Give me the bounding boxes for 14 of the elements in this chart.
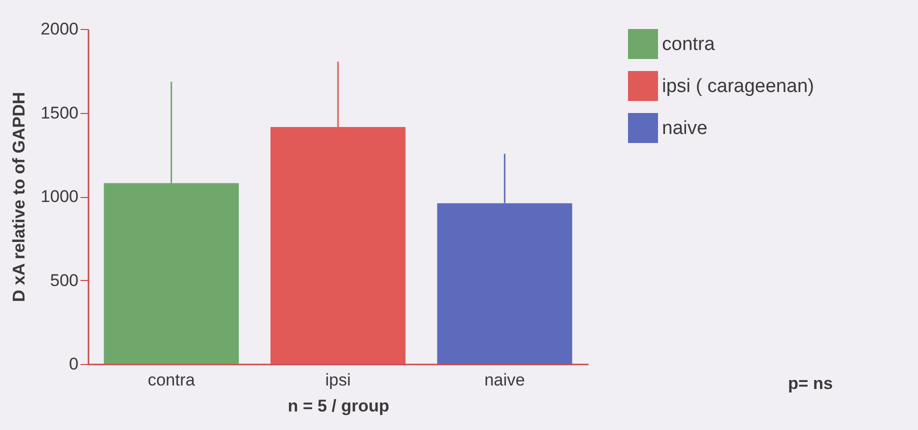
x-tick-label: ipsi — [325, 370, 351, 390]
y-tick-label: 1500 — [40, 103, 78, 122]
legend-label: ipsi ( carageenan) — [662, 76, 814, 97]
y-axis-title: D xA relative to of GAPDH — [10, 92, 29, 302]
text: p= ns — [788, 374, 833, 393]
y-tick-label: 2000 — [40, 20, 78, 38]
x-axis-title: n = 5 / group — [288, 396, 390, 416]
legend-label: naive — [662, 118, 708, 139]
legend-label: contra — [662, 34, 716, 55]
y-tick-label: 500 — [50, 270, 78, 290]
x-tick-label: contra — [148, 370, 196, 390]
y-tick-label: 0 — [69, 354, 78, 374]
y-tick-label: 1000 — [40, 187, 78, 206]
x-tick-label: naive — [484, 370, 525, 390]
